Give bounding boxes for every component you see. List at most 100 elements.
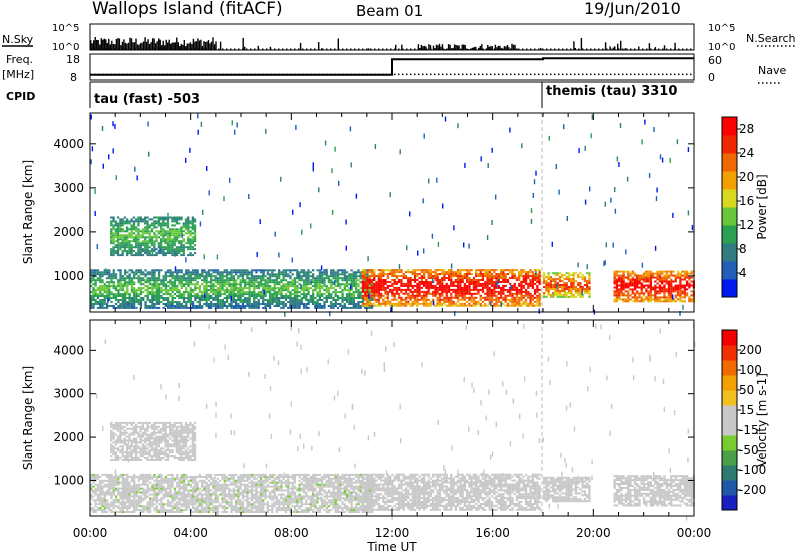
echo-cell — [459, 277, 462, 279]
echo-cell — [627, 282, 630, 285]
echo-cell — [336, 277, 340, 280]
echo-cell — [101, 299, 104, 301]
echo-cell — [273, 283, 276, 286]
echo-point — [318, 187, 320, 193]
echo-cell — [549, 280, 553, 283]
echo-cell — [472, 281, 476, 283]
echo-cell — [620, 282, 623, 285]
echo-cell — [160, 230, 163, 233]
echo-cell — [368, 296, 371, 299]
echo-cell — [468, 271, 471, 274]
echo-cell — [393, 281, 396, 283]
echo-point — [96, 244, 98, 250]
echo-cell — [123, 250, 126, 253]
echo-cell — [187, 269, 190, 272]
echo-cell — [330, 279, 333, 282]
echo-cell — [289, 271, 292, 274]
echo-cell — [160, 287, 163, 290]
echo-cell — [162, 222, 165, 225]
echo-cell — [228, 293, 231, 296]
echo-cell — [676, 298, 680, 301]
echo-cell — [235, 306, 238, 309]
echo-cell — [670, 278, 673, 281]
echo-cell — [232, 279, 235, 282]
echo-cell — [529, 275, 532, 277]
echo-cell — [121, 491, 124, 494]
echo-cell — [567, 274, 571, 277]
echo-cell — [175, 230, 179, 233]
echo-point — [112, 121, 114, 127]
echo-point — [687, 147, 690, 153]
echo-cell — [436, 279, 439, 281]
echo-cell — [126, 303, 129, 305]
echo-cell — [273, 279, 276, 282]
echo-cell — [583, 276, 587, 279]
echo-cell — [463, 290, 466, 293]
echo-cell — [110, 254, 113, 257]
echo-cell — [497, 273, 500, 275]
echo-cell — [536, 284, 539, 287]
echo-cell — [182, 240, 185, 243]
echo-cell — [663, 288, 666, 291]
echo-cell — [189, 275, 192, 278]
echo-cell — [318, 305, 322, 307]
echo-cell — [343, 277, 346, 280]
echo-cell — [157, 289, 161, 292]
echo-cell — [563, 295, 566, 298]
echo-cell — [90, 493, 93, 496]
echo-cell — [99, 293, 102, 296]
echo-cell — [296, 297, 299, 299]
echo-cell — [112, 295, 115, 297]
echo-cell — [327, 277, 331, 280]
echo-cell — [103, 479, 106, 482]
noise-bar — [171, 42, 173, 50]
echo-cell — [509, 269, 512, 272]
echo-cell — [289, 297, 292, 299]
echo-cell — [126, 238, 129, 241]
echo-cell — [110, 497, 113, 500]
echo-cell — [670, 288, 673, 291]
echo-cell — [688, 276, 691, 279]
echo-cell — [490, 300, 494, 303]
echo-cell — [366, 300, 369, 303]
echo-cell — [466, 288, 469, 291]
echo-cell — [341, 297, 344, 299]
echo-cell — [126, 475, 129, 478]
echo-cell — [291, 305, 294, 307]
echo-cell — [162, 232, 165, 235]
echo-cell — [302, 306, 306, 309]
echo-cell — [518, 277, 521, 279]
echo-cell — [429, 302, 432, 305]
echo-cell — [105, 501, 109, 504]
echo-cell — [377, 302, 380, 305]
echo-cell — [452, 282, 455, 285]
echo-point — [578, 148, 580, 154]
echo-cell — [137, 279, 140, 282]
echo-cell — [268, 275, 272, 278]
echo-cell — [148, 306, 152, 309]
echo-cell — [117, 507, 120, 510]
echo-cell — [166, 230, 170, 233]
echo-cell — [124, 283, 127, 286]
echo-cell — [257, 301, 260, 303]
echo-cell — [345, 277, 349, 280]
echo-cell — [239, 287, 242, 290]
echo-cell — [386, 269, 389, 272]
echo-cell — [187, 297, 190, 299]
echo-cell — [130, 505, 134, 508]
echo-cell — [278, 271, 281, 274]
echo-cell — [124, 479, 127, 482]
echo-cell — [661, 278, 664, 281]
echo-point — [486, 235, 489, 241]
echo-cell — [438, 282, 442, 285]
echo-cell — [561, 295, 564, 298]
echo-cell — [461, 288, 464, 291]
echo-cell — [221, 306, 224, 309]
echo-cell — [105, 505, 109, 508]
echo-cell — [577, 276, 580, 279]
echo-cell — [126, 497, 129, 500]
echo-cell — [638, 278, 641, 281]
echo-cell — [169, 238, 172, 241]
echo-point — [231, 120, 233, 126]
echo-cell — [278, 283, 281, 286]
